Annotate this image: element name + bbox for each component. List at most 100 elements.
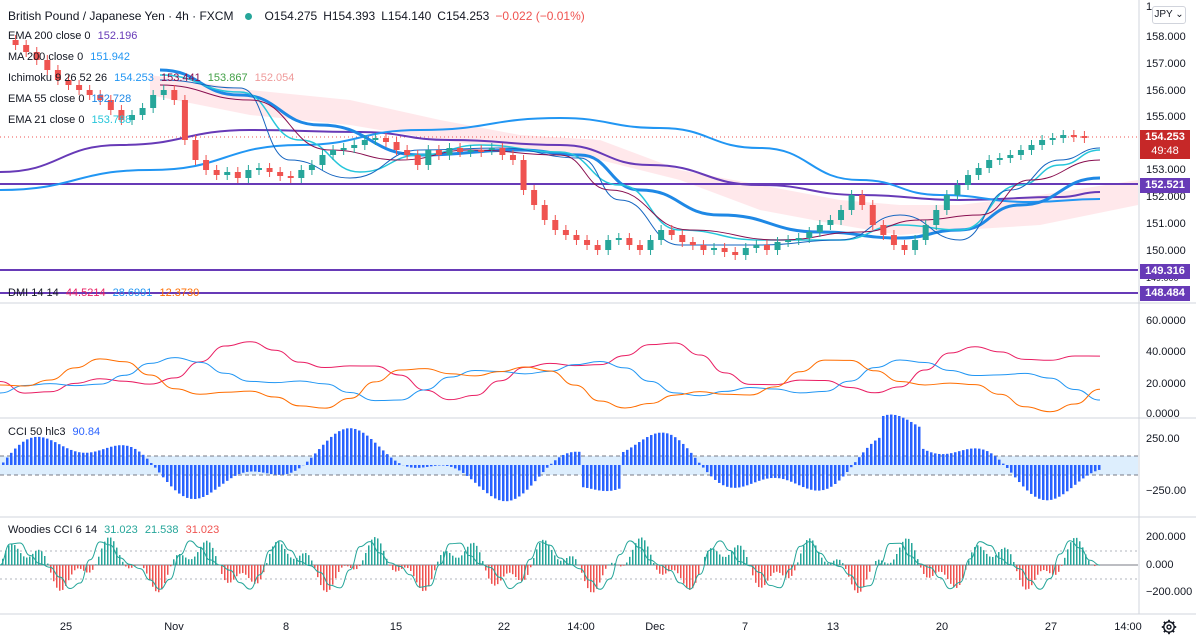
candle-body [552,220,559,230]
ma200-label: MA 200 close 0 [8,51,84,63]
woodies-bar [845,565,847,570]
legend-woodies[interactable]: Woodies CCI 6 14 31.023 21.538 31.023 [8,524,219,536]
tenkan-line [159,79,1101,246]
level-tag-152521: 152.521 [1140,178,1190,193]
woodies-bar [950,565,952,584]
woodies-bar [392,565,394,571]
cci-bar [950,453,953,465]
legend-ichimoku[interactable]: Ichimoku 9 26 52 26 154.253 153.441 153.… [8,72,294,84]
legend-ma200[interactable]: MA 200 close 0 151.942 [8,51,130,63]
woodies-value-3: 31.023 [185,524,220,536]
woodies-bar [770,565,772,577]
candle-body [1017,150,1024,155]
woodies-bar [728,554,730,565]
time-tick: 15 [389,621,403,633]
cci-bar [978,448,981,465]
ema55-label: EMA 55 close 0 [8,93,85,105]
woodies-bar [818,551,820,565]
cci-bar [74,451,77,465]
legend-ema200[interactable]: EMA 200 close 0 152.196 [8,30,137,42]
woodies-bar [494,565,496,586]
cci-bar [14,448,17,465]
legend-ema55[interactable]: EMA 55 close 0 152.728 [8,93,131,105]
woodies-bar [191,559,193,565]
woodies-bar [479,552,481,565]
woodies-bar [1046,565,1048,572]
cci-bar [906,419,909,465]
woodies-bar [419,565,421,588]
woodies-bar [827,563,829,565]
cci-bar [826,465,829,489]
woodies-bar [674,565,676,571]
cci-bar [1038,465,1041,499]
cci-bar [486,465,489,494]
cci-bar [1066,465,1069,492]
woodies-bar [839,559,841,565]
woodies-bar [188,559,190,565]
candle-body [668,230,675,235]
cci-bar [346,428,349,465]
cci-bar [1086,465,1089,476]
ema55-value: 152.728 [91,93,132,105]
cci-bar [58,444,61,465]
cci-bar [726,465,729,487]
cci-bar [2,462,5,465]
woodies-bar [68,565,70,581]
cci-bar [350,428,353,465]
symbol-title[interactable]: British Pound / Japanese Yen · 4h · FXCM [8,9,234,23]
cci-bar [802,465,805,488]
woodies-bar [74,565,76,571]
woodies-bar [119,555,121,565]
cci-bar [106,447,109,465]
gear-icon[interactable] [1161,619,1177,635]
woodies-bar [14,545,16,565]
woodies-bar [629,556,631,565]
cci-bar [166,465,169,483]
cci-bar [838,465,841,481]
cci-bar [478,465,481,487]
woodies-bar [50,565,52,573]
cci-bar [46,438,49,465]
cci-bar [570,452,573,465]
cci-bar [850,465,853,468]
legend-ema21[interactable]: EMA 21 close 0 153.788 [8,114,131,126]
candle-body [319,155,326,165]
cci-bar [706,465,709,473]
cci-bar [954,452,957,465]
cci-bar [434,465,437,466]
woodies-bar [344,565,346,566]
woodies-bar [746,557,748,565]
cci-bar [378,446,381,465]
cci-bar [898,416,901,465]
cci-bar [562,454,565,465]
currency-dropdown[interactable]: JPY ⌄ [1152,6,1186,24]
cci-bar [738,465,741,488]
woodies-bar [365,552,367,565]
woodies-bar [638,538,640,565]
candle-body [1028,145,1035,150]
ema21-value: 153.788 [91,114,132,126]
cci-bar [1002,463,1005,465]
woodies-bar [470,543,472,565]
cci-bar [886,414,889,465]
last-price-tag: 154.253 [1140,130,1190,145]
woodies-bar [326,565,328,593]
woodies-bar [467,546,469,565]
cci-bar [154,465,157,468]
cci-bar [494,465,497,499]
cci-bar [270,465,273,475]
woodies-bar [506,565,508,574]
cci-bar [1010,465,1013,473]
candle-body [615,238,622,240]
legend-dmi[interactable]: DMI 14 14 44.5214 28.6991 12.3730 [8,287,199,299]
candle-body [901,245,908,250]
legend-cci[interactable]: CCI 50 hlc3 90.84 [8,426,100,438]
cci-bar [22,441,25,465]
woodies-bar [215,556,217,565]
cci-bar [1078,465,1081,482]
woodies-bar [503,565,505,577]
woodies-bar [266,563,268,565]
cci-bar [646,437,649,465]
cci-bar [422,465,425,468]
